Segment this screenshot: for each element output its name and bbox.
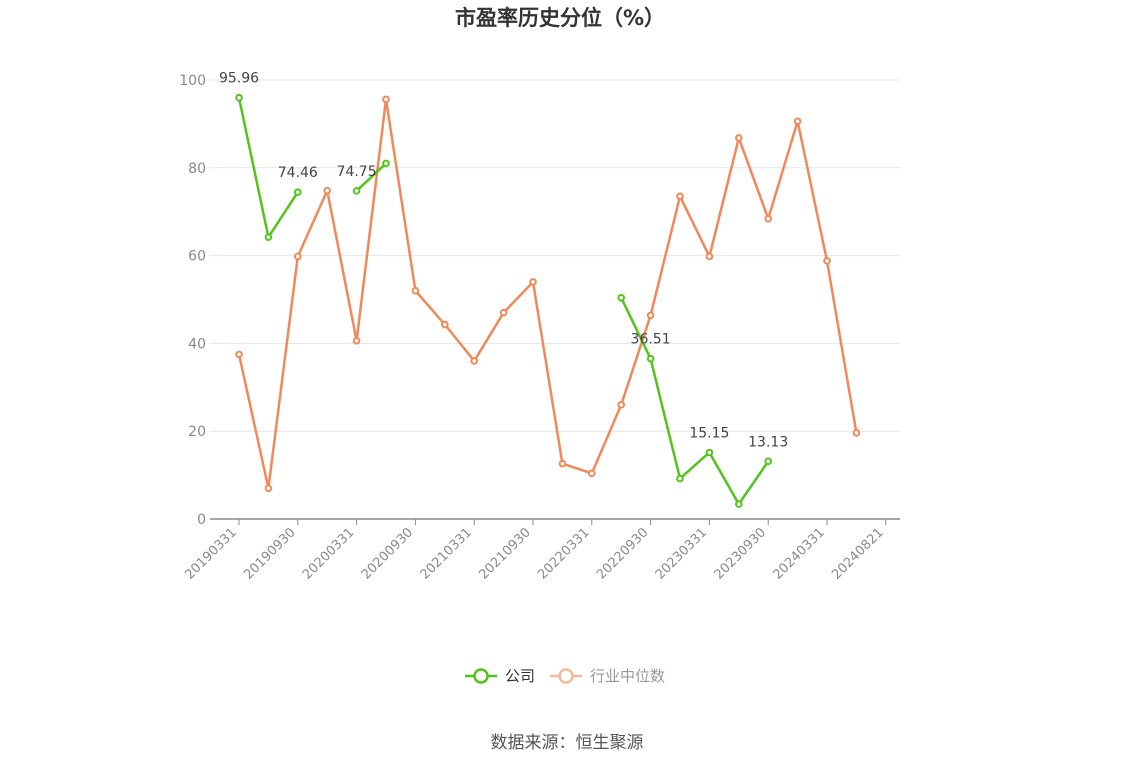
- data-label: 95.96: [219, 71, 259, 87]
- data-point[interactable]: [705, 448, 714, 457]
- data-point[interactable]: [646, 311, 655, 320]
- x-tick-label: 20230331: [653, 525, 710, 582]
- data-point[interactable]: [588, 469, 596, 478]
- data-point[interactable]: [499, 308, 508, 317]
- data-labels: 95.96 74.46 74.75 36.51 15.15 13.13: [219, 71, 788, 451]
- x-tick-label: 20200331: [300, 525, 357, 582]
- x-tick-label: 20190930: [241, 525, 298, 582]
- x-tick-label: 20210331: [418, 525, 475, 582]
- data-point[interactable]: [294, 252, 302, 261]
- x-tick-label: 20200930: [359, 525, 416, 582]
- data-point[interactable]: [735, 134, 743, 142]
- data-point[interactable]: [764, 457, 773, 466]
- data-label: 36.51: [631, 332, 671, 348]
- data-point[interactable]: [529, 278, 537, 286]
- legend-label: 公司: [505, 667, 535, 685]
- legend-marker: [473, 668, 489, 684]
- x-tick-label: 20240331: [770, 525, 827, 582]
- x-tick-label: 20220331: [535, 525, 592, 582]
- data-source: 数据来源：恒生聚源: [491, 733, 644, 753]
- data-label: 74.46: [278, 165, 318, 181]
- data-point[interactable]: [852, 429, 861, 437]
- data-point[interactable]: [676, 474, 684, 483]
- data-point[interactable]: [411, 286, 420, 295]
- y-tick-label: 100: [179, 73, 206, 89]
- data-point[interactable]: [382, 95, 390, 104]
- data-label: 15.15: [689, 425, 729, 441]
- data-point[interactable]: [646, 354, 655, 363]
- grid: [210, 79, 900, 432]
- x-tick-label: 20240821: [829, 525, 886, 582]
- legend-item-0[interactable]: 公司: [465, 667, 535, 685]
- y-tick-label: 40: [188, 336, 206, 352]
- y-tick-label: 20: [188, 424, 206, 440]
- data-label: 13.13: [748, 434, 788, 450]
- series-line-1: [237, 98, 858, 490]
- data-point[interactable]: [264, 484, 273, 493]
- data-point[interactable]: [793, 117, 802, 126]
- legend: 公司 行业中位数: [465, 667, 665, 685]
- x-tick-label: 20190331: [182, 525, 239, 582]
- data-point[interactable]: [735, 500, 743, 508]
- legend-marker: [558, 668, 574, 684]
- y-tick-label: 0: [197, 512, 206, 528]
- data-point[interactable]: [235, 93, 243, 102]
- data-point[interactable]: [764, 214, 773, 223]
- data-point[interactable]: [823, 257, 831, 265]
- data-point[interactable]: [676, 192, 684, 201]
- series-line-0: [355, 162, 387, 192]
- data-point[interactable]: [352, 336, 361, 345]
- data-point[interactable]: [617, 401, 626, 409]
- data-point[interactable]: [235, 350, 243, 359]
- data-label: 74.75: [337, 164, 377, 180]
- x-tick-label: 20220930: [594, 525, 651, 582]
- series: [235, 93, 861, 508]
- y-tick-label: 60: [188, 249, 206, 265]
- data-point[interactable]: [558, 459, 567, 468]
- data-point[interactable]: [264, 233, 273, 241]
- data-point[interactable]: [441, 320, 449, 329]
- data-point[interactable]: [617, 293, 626, 302]
- data-point[interactable]: [294, 188, 302, 196]
- series-line-0: [620, 297, 770, 506]
- legend-label: 行业中位数: [590, 667, 665, 685]
- chart-title: 市盈率历史分位（%）: [455, 6, 665, 30]
- data-point[interactable]: [352, 187, 361, 195]
- data-point[interactable]: [705, 252, 714, 261]
- x-tick-label: 20230930: [712, 525, 769, 582]
- legend-item-1[interactable]: 行业中位数: [550, 667, 665, 685]
- y-tick-label: 80: [188, 161, 206, 177]
- x-tick-label: 20210930: [476, 525, 533, 582]
- data-point[interactable]: [470, 357, 479, 365]
- data-point[interactable]: [323, 186, 332, 195]
- data-point[interactable]: [382, 159, 390, 168]
